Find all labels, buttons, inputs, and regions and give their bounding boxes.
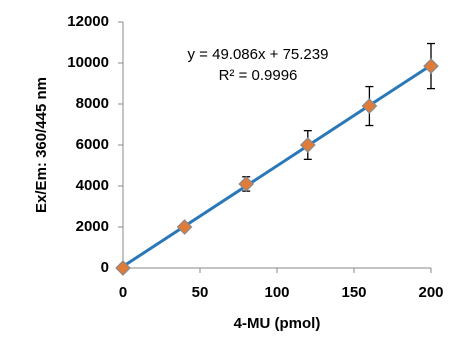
y-tick-label: 12000 [67, 13, 109, 30]
x-tick-label: 150 [341, 284, 366, 301]
point [238, 176, 255, 192]
point [423, 58, 439, 74]
y-tick-label: 2000 [76, 218, 109, 235]
trend-equation: y = 49.086x + 75.239 [188, 46, 329, 63]
point [115, 260, 131, 276]
y-tick-label: 10000 [67, 54, 109, 71]
trendline [122, 63, 432, 268]
y-tick-label: 4000 [76, 177, 109, 194]
point [361, 98, 378, 114]
y-tick-label: 0 [101, 259, 109, 276]
y-tick-label: 6000 [76, 136, 109, 153]
y-tick-label: 8000 [76, 95, 109, 112]
x-tick-label: 200 [418, 284, 443, 301]
point [176, 219, 193, 235]
r-squared: R² = 0.9996 [219, 67, 298, 84]
point [299, 137, 316, 153]
x-axis-title: 4-MU (pmol) [234, 315, 321, 332]
x-tick-label: 100 [264, 284, 289, 301]
x-tick-label: 0 [119, 284, 127, 301]
x-tick-label: 50 [192, 284, 209, 301]
y-axis-title: Ex/Em: 360/445 nm [33, 77, 50, 213]
